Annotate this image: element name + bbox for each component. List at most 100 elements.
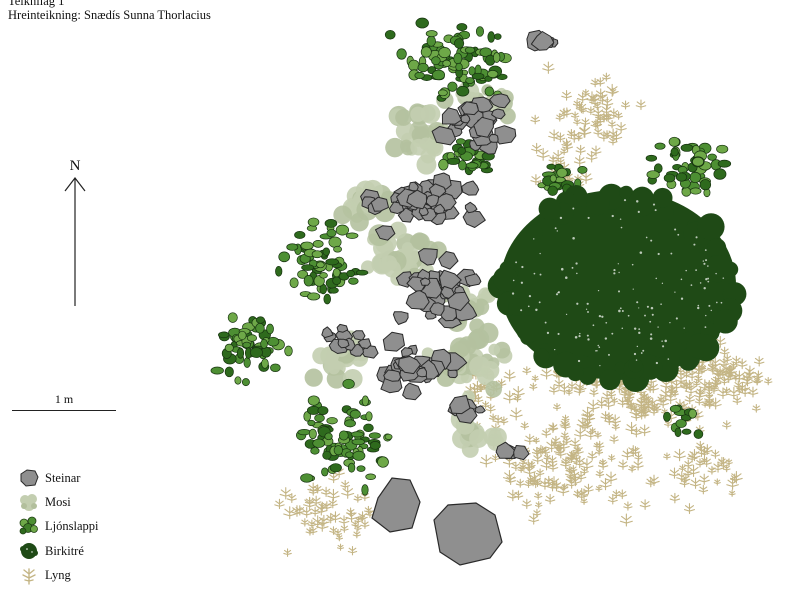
birch-canopy-gap — [669, 322, 671, 324]
heather-sprig — [595, 77, 605, 87]
birch-canopy-gap — [538, 301, 541, 304]
clubmoss-leaf — [355, 269, 369, 276]
heather-sprig — [683, 467, 693, 478]
stone — [447, 368, 458, 379]
heather-sprig — [578, 124, 592, 138]
clubmoss-leaf — [324, 219, 338, 228]
heather-sprig — [347, 545, 358, 556]
clubmoss-leaf — [446, 157, 461, 165]
heather-sprig — [515, 478, 525, 488]
birch-canopy-gap — [511, 292, 515, 295]
large-boulder — [433, 502, 503, 566]
birch-canopy-gap — [598, 346, 601, 349]
heather-sprig — [528, 472, 541, 485]
birch-canopy-gap — [662, 345, 665, 348]
scale-bar: 1 m — [12, 392, 116, 411]
birch-canopy-gap — [611, 332, 614, 335]
birch-canopy-gap — [697, 306, 700, 310]
birch-canopy-gap — [652, 203, 656, 206]
heather-sprig — [707, 465, 717, 475]
clubmoss-leaf — [645, 154, 658, 162]
stone — [337, 338, 350, 349]
clubmoss-leaf — [680, 143, 694, 152]
moss-tuft — [411, 232, 429, 250]
heather-sprig — [598, 112, 610, 123]
heather-sprig — [664, 419, 673, 428]
stone — [357, 338, 372, 349]
clubmoss-leaf — [278, 251, 291, 263]
heather-sprig — [574, 381, 587, 394]
birch-canopy-gap — [704, 326, 707, 329]
heather-sprig — [568, 449, 578, 460]
birch-canopy-gap — [654, 209, 657, 212]
heather-sprig — [552, 402, 562, 412]
clubmoss-leaf — [363, 423, 374, 433]
birch-canopy-edge — [707, 238, 727, 257]
heather-sprig — [291, 505, 303, 517]
legend-label: Birkitré — [45, 543, 84, 558]
heather-sprig — [605, 83, 619, 97]
birch-canopy-gap — [528, 294, 532, 298]
birch-canopy-edge — [637, 354, 663, 380]
heather-sprig — [619, 387, 631, 399]
heather-sprig — [573, 118, 582, 126]
birch-canopy-gap — [661, 282, 664, 284]
birch-canopy-edge — [526, 224, 543, 241]
heather-sprig — [764, 376, 773, 386]
clubmoss-leaf — [326, 417, 338, 425]
heather-sprig — [689, 477, 702, 489]
heather-sprig — [695, 386, 706, 397]
heather-sprig — [602, 397, 615, 410]
birch-canopy-edge — [508, 298, 526, 316]
clubmoss-leaf — [487, 70, 499, 78]
clubmoss-leaf — [408, 59, 420, 72]
birch-canopy-gap — [546, 331, 550, 335]
heather-sprig — [574, 133, 583, 142]
birch-canopy-gap — [705, 259, 708, 262]
heather-sprig — [631, 426, 642, 438]
birch-canopy-gap — [650, 239, 653, 242]
heather-sprig — [340, 524, 349, 533]
clubmoss-leaf — [716, 144, 729, 154]
heather-sprig — [681, 474, 691, 483]
heather-sprig — [585, 428, 597, 440]
birch-canopy-gap — [596, 350, 598, 352]
heather-sprig — [568, 469, 581, 482]
heather-sprig — [753, 377, 761, 386]
birch-canopy-gap — [619, 307, 622, 310]
stone — [460, 114, 471, 124]
birch-canopy-gap — [703, 287, 706, 290]
clubmoss-leaf — [368, 432, 381, 439]
birch-canopy-gap — [644, 314, 646, 317]
clubmoss-leaf — [345, 232, 359, 239]
clubmoss-leaf — [377, 456, 389, 468]
clubmoss-leaf — [453, 52, 463, 65]
birch-canopy-gap — [705, 314, 707, 317]
stone — [488, 134, 499, 143]
heather-sprig — [523, 464, 536, 477]
heather-sprig — [719, 346, 730, 357]
heather-sprig — [673, 448, 686, 462]
heather-sprig — [521, 498, 532, 509]
heather-sprig — [617, 397, 628, 408]
heather-sprig — [743, 369, 755, 382]
birch-canopy-gap — [646, 305, 649, 308]
heather-sprig — [695, 440, 706, 451]
clubmoss-leaf — [681, 187, 692, 197]
heather-sprig — [573, 155, 586, 167]
heather-sprig — [602, 112, 612, 122]
moss-icon — [20, 494, 37, 512]
clubmoss-leaf — [270, 363, 281, 373]
heather-sprig — [592, 107, 605, 120]
clubmoss-leaf — [323, 293, 331, 305]
heather-sprig — [587, 450, 598, 461]
clubmoss-leaf — [361, 395, 369, 407]
clubmoss-leaf — [261, 358, 269, 369]
heather-sprig — [630, 410, 642, 421]
heather-sprig — [554, 443, 563, 452]
birch-canopy-gap — [592, 324, 595, 327]
heather-sprig — [736, 358, 748, 370]
heather-sprig — [559, 146, 569, 156]
heather-sprig — [562, 140, 574, 152]
north-compass: N — [58, 158, 92, 310]
